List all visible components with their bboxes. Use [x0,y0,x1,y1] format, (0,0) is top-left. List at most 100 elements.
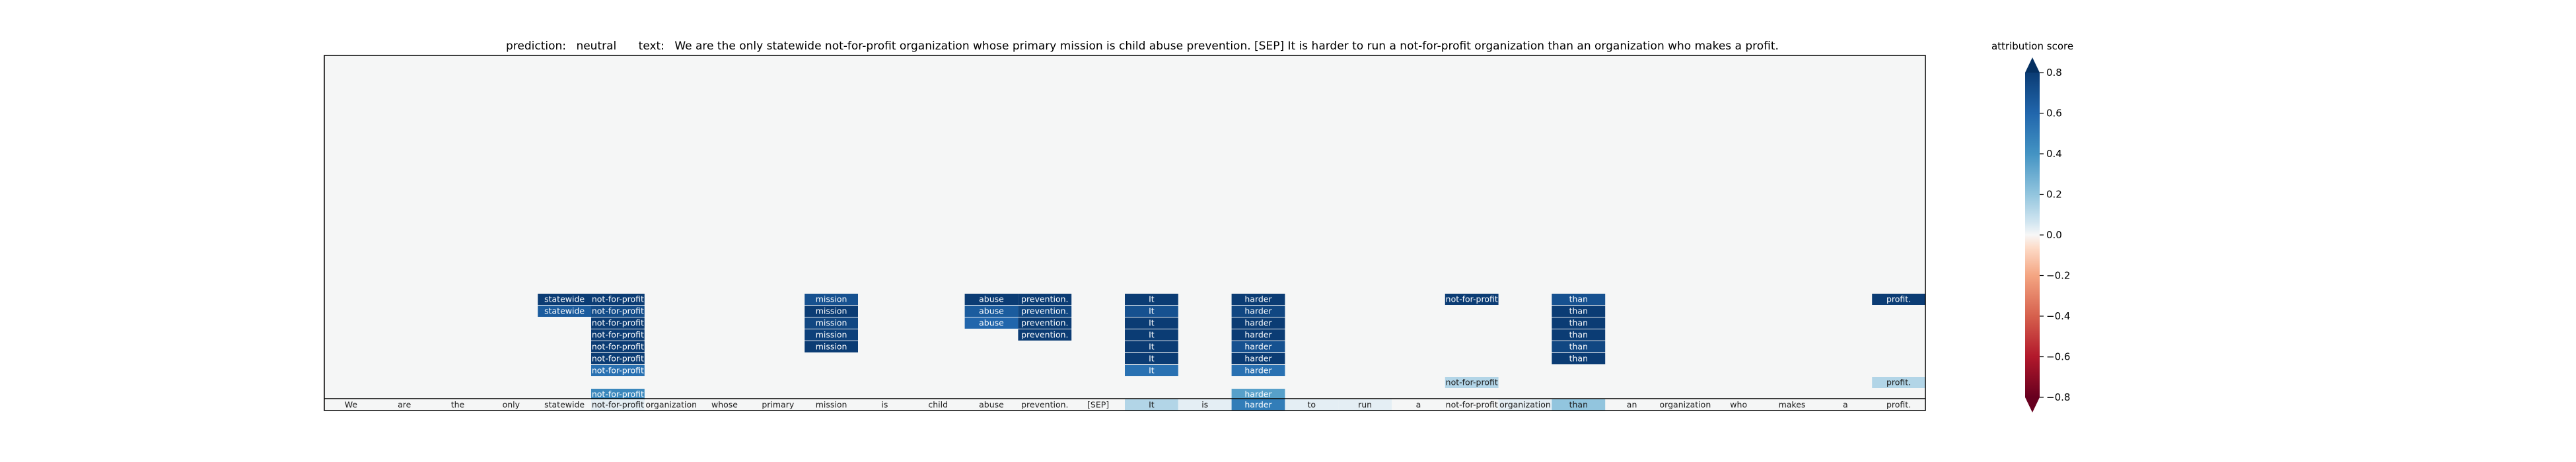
attribution-cell-fill [1552,341,1606,352]
attribution-cell-fill [805,306,858,317]
attribution-cell-fill [1231,353,1285,364]
attribution-cell: not-for-profit [1445,377,1499,388]
attribution-cell: harder [1231,317,1285,329]
attribution-cell-label: not-for-profit [592,318,644,328]
attribution-cell: harder [1231,294,1285,305]
attribution-cell-fill [591,306,645,317]
attribution-cell: prevention. [1018,306,1072,317]
attribution-cell: statewide [538,294,591,305]
attribution-cell-label: harder [1244,294,1272,304]
token-cell: who [1730,400,1747,410]
token-cell: statewide [544,400,585,410]
token-label: profit. [1886,400,1911,410]
attribution-cell-fill [1018,294,1072,305]
attribution-cell-fill [1552,306,1606,317]
token-cell-fill [1125,399,1178,411]
attribution-cell: mission [805,329,858,341]
attribution-cell-label: than [1569,306,1588,316]
token-cell: the [451,400,465,410]
token-cell: prevention. [1021,400,1068,410]
attribution-cell: It [1125,317,1178,329]
attribution-cell-label: not-for-profit [1446,294,1498,304]
token-cell-fill [1338,399,1392,411]
token-label: organization [1499,400,1551,410]
attribution-cell: prevention. [1018,317,1072,329]
token-label: are [398,400,411,410]
token-cell: is [881,400,888,410]
attribution-cell: prevention. [1018,329,1072,341]
attribution-cell-fill [591,329,645,341]
attribution-cell: It [1125,365,1178,376]
attribution-cell-label: It [1149,354,1155,364]
attribution-cell-fill [591,317,645,329]
colorbar-tick-label: 0.8 [2046,67,2062,79]
attribution-cell-fill [1018,306,1072,317]
attribution-cell-fill [591,389,645,400]
attribution-cell: It [1125,306,1178,317]
heatmap-frame [324,55,1926,411]
token-label: prevention. [1021,400,1068,410]
token-cell: It [1125,399,1178,411]
attribution-cell-label: than [1569,342,1588,352]
attribution-cell-fill [1125,353,1178,364]
attribution-cell-fill [1125,294,1178,305]
token-label: the [451,400,465,410]
attribution-cell-label: mission [816,318,847,328]
attribution-cell-label: not-for-profit [592,342,644,352]
colorbar-ticks: 0.8 0.6 0.4 0.2 0.0 −0.2 −0.4 −0.6 −0.8 [2040,67,2070,403]
colorbar-tick-label: 0.4 [2046,148,2062,160]
attribution-cell-fill [1018,329,1072,341]
attribution-cell: than [1552,294,1606,305]
attribution-cell: than [1552,353,1606,364]
colorbar-extend-bottom [2025,397,2040,412]
attribution-cell-fill [1445,294,1499,305]
attribution-cell-label: It [1149,366,1155,376]
attribution-cell: It [1125,341,1178,352]
attribution-cell-label: It [1149,294,1155,304]
token-cell: mission [816,400,847,410]
token-cell: an [1627,400,1637,410]
token-cell-fill [1552,399,1606,411]
attribution-cell-label: It [1149,330,1155,340]
attribution-cell: abuse [964,294,1019,305]
attribution-cell-fill [1231,365,1285,376]
attribution-cell: statewide [538,306,591,317]
attribution-cell-fill [805,341,858,352]
attribution-cell: not-for-profit [591,294,645,305]
attribution-cell-label: mission [816,330,847,340]
attribution-cell-fill [538,294,591,305]
attribution-cell-fill [805,317,858,329]
attribution-cell-fill [1231,294,1285,305]
attribution-cell: It [1125,294,1178,305]
attribution-cell-fill [538,306,591,317]
attribution-cell-label: not-for-profit [592,366,644,376]
token-cell: a [1416,400,1421,410]
attribution-cell-label: than [1569,330,1588,340]
token-cell: are [398,400,411,410]
attribution-cell-fill [1231,306,1285,317]
attribution-cell-fill [1125,329,1178,341]
attribution-cell: harder [1231,389,1285,400]
attribution-cell: mission [805,294,858,305]
attribution-cell-label: profit. [1886,294,1911,304]
token-label: a [1416,400,1421,410]
attribution-cell-label: harder [1244,354,1272,364]
token-label: than [1569,400,1588,410]
attribution-cell-label: harder [1244,342,1272,352]
attribution-cell-fill [964,317,1019,329]
token-cell: abuse [979,400,1004,410]
attribution-cell-fill [1231,317,1285,329]
attribution-cell: abuse [964,306,1019,317]
attribution-cell-fill [1552,353,1606,364]
token-cell: run [1338,399,1392,411]
chart-title: prediction: neutral text: We are the onl… [506,40,1779,53]
token-cell: child [928,400,948,410]
token-cell-fill [1178,399,1232,411]
colorbar-tick-label: −0.8 [2046,391,2070,403]
attribution-cell: harder [1231,341,1285,352]
colorbar-tick-label: 0.0 [2046,229,2062,241]
token-cell: profit. [1886,400,1911,410]
attribution-cell: mission [805,317,858,329]
attribution-cell-label: prevention. [1021,294,1068,304]
